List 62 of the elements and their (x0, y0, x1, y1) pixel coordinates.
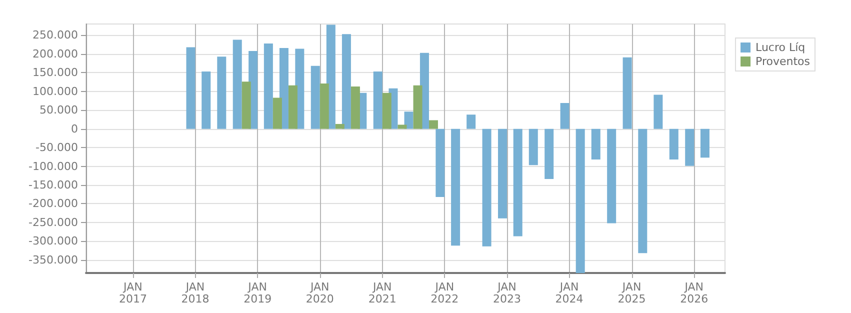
y-tick-label: 150.000 (32, 66, 78, 80)
x-tick-label: JAN 2025 (618, 280, 646, 306)
bar (272, 98, 282, 129)
bar (335, 124, 344, 129)
x-tick-label: JAN 2026 (680, 280, 708, 306)
bar (528, 128, 538, 166)
bar (544, 128, 554, 180)
bar (622, 57, 632, 129)
bar (350, 86, 360, 129)
bar (700, 128, 710, 158)
legend-label: Proventos (756, 55, 810, 68)
bar (264, 43, 273, 129)
y-tick-label: 50.000 (40, 104, 78, 117)
bar (576, 128, 585, 273)
bar (428, 120, 438, 129)
bar (320, 84, 329, 129)
bar (413, 85, 422, 129)
bar (217, 56, 226, 129)
y-tick-label: 0 (71, 122, 78, 136)
bar (498, 128, 507, 218)
bar (607, 128, 616, 224)
y-tick-label: 200.000 (32, 47, 78, 60)
y-tick-label: -350.000 (28, 253, 78, 266)
x-tick-label: JAN 2024 (555, 280, 584, 306)
bar (669, 128, 678, 160)
bar (654, 94, 663, 129)
y-tick-label: -200.000 (28, 197, 78, 210)
bar (685, 128, 694, 166)
bar (513, 128, 522, 236)
y-tick-label: -50.000 (36, 141, 78, 154)
bar (288, 85, 298, 129)
x-tick-label: JAN 2019 (244, 280, 272, 306)
y-tick-label: 100.000 (32, 84, 78, 98)
legend-label: Lucro Líq (756, 41, 806, 54)
y-tick-label: -300.000 (28, 234, 78, 248)
y-tick-label: -100.000 (28, 160, 78, 173)
bar (373, 72, 382, 129)
bar (310, 66, 320, 129)
x-tick-label: JAN 2021 (368, 280, 396, 306)
y-tick-label: -250.000 (28, 216, 78, 229)
y-tick-label: -150.000 (28, 178, 78, 192)
bar (342, 34, 351, 129)
bar (482, 128, 492, 246)
bar (591, 128, 600, 160)
y-tick-label: 250.000 (32, 28, 78, 42)
x-tick-label: JAN 2023 (492, 280, 521, 306)
bar (638, 128, 648, 254)
bar (242, 82, 251, 129)
bar (466, 114, 476, 129)
x-tick-label: JAN 2020 (306, 280, 334, 306)
bar (232, 40, 242, 129)
bar (186, 47, 196, 129)
bar (404, 112, 414, 129)
x-tick-label: JAN 2022 (430, 280, 459, 306)
bar (560, 103, 570, 129)
bar (398, 124, 407, 129)
bar (451, 128, 460, 246)
bar (436, 128, 445, 197)
x-tick-label: JAN 2018 (181, 280, 210, 306)
bar (382, 92, 392, 129)
bar (202, 72, 211, 129)
x-tick-label: JAN 2017 (118, 280, 147, 306)
